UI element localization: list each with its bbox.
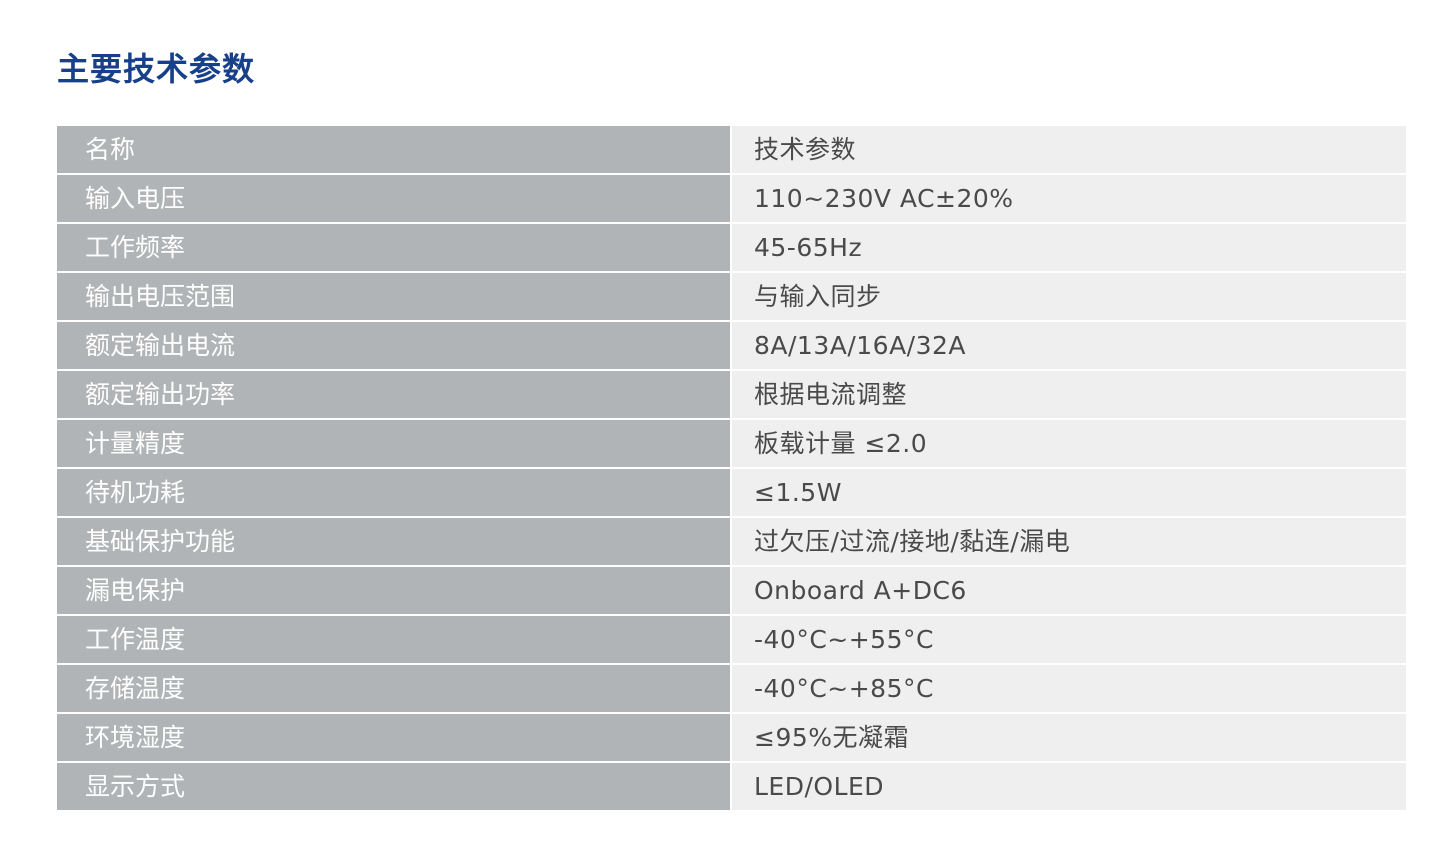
table-row: 待机功耗 ≤1.5W	[57, 469, 1406, 516]
param-name: 环境湿度	[57, 714, 730, 761]
param-name: 额定输出功率	[57, 371, 730, 418]
param-value: 板载计量 ≤2.0	[732, 420, 1406, 467]
table-row: 工作温度 -40°C~+55°C	[57, 616, 1406, 663]
table-row: 漏电保护 Onboard A+DC6	[57, 567, 1406, 614]
param-value: ≤95%无凝霜	[732, 714, 1406, 761]
param-name: 待机功耗	[57, 469, 730, 516]
param-name: 存储温度	[57, 665, 730, 712]
table-row: 工作频率 45-65Hz	[57, 224, 1406, 271]
table-row: 额定输出电流 8A/13A/16A/32A	[57, 322, 1406, 369]
param-value: LED/OLED	[732, 763, 1406, 810]
spec-table: 名称 技术参数 输入电压 110~230V AC±20% 工作频率 45-65Hz 输出…	[57, 126, 1406, 812]
param-value: ≤1.5W	[732, 469, 1406, 516]
table-row: 存储温度 -40°C~+85°C	[57, 665, 1406, 712]
table-row: 计量精度 板载计量 ≤2.0	[57, 420, 1406, 467]
table-row: 额定输出功率 根据电流调整	[57, 371, 1406, 418]
table-row: 输出电压范围 与输入同步	[57, 273, 1406, 320]
param-name: 显示方式	[57, 763, 730, 810]
param-value: 45-65Hz	[732, 224, 1406, 271]
table-row: 输入电压 110~230V AC±20%	[57, 175, 1406, 222]
param-value: 过欠压/过流/接地/黏连/漏电	[732, 518, 1406, 565]
param-name: 输出电压范围	[57, 273, 730, 320]
table-row: 显示方式 LED/OLED	[57, 763, 1406, 810]
param-name: 计量精度	[57, 420, 730, 467]
param-value: -40°C~+85°C	[732, 665, 1406, 712]
param-name: 工作温度	[57, 616, 730, 663]
table-header: 名称 技术参数	[57, 126, 1406, 173]
param-name: 漏电保护	[57, 567, 730, 614]
header-name: 名称	[57, 126, 730, 173]
param-value: -40°C~+55°C	[732, 616, 1406, 663]
param-value: Onboard A+DC6	[732, 567, 1406, 614]
table-row: 环境湿度 ≤95%无凝霜	[57, 714, 1406, 761]
header-value: 技术参数	[732, 126, 1406, 173]
page-title: 主要技术参数	[57, 50, 256, 88]
param-name: 额定输出电流	[57, 322, 730, 369]
param-value: 根据电流调整	[732, 371, 1406, 418]
table-row: 基础保护功能 过欠压/过流/接地/黏连/漏电	[57, 518, 1406, 565]
param-value: 110~230V AC±20%	[732, 175, 1406, 222]
param-value: 与输入同步	[732, 273, 1406, 320]
param-value: 8A/13A/16A/32A	[732, 322, 1406, 369]
param-name: 基础保护功能	[57, 518, 730, 565]
param-name: 输入电压	[57, 175, 730, 222]
param-name: 工作频率	[57, 224, 730, 271]
